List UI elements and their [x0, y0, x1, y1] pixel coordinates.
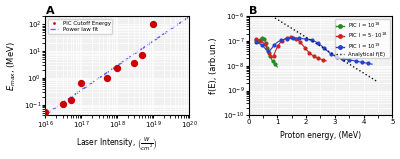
Point [103, 77, 110, 79]
Legend: PIC Cutoff Energy, Power law fit: PIC Cutoff Energy, Power law fit [48, 19, 112, 34]
Text: A: A [46, 6, 54, 16]
Point [42, 110, 49, 113]
Point [114, 67, 120, 69]
Point [139, 54, 146, 57]
X-axis label: Laser Intensity, $\left(\frac{W}{cm^2}\right)$: Laser Intensity, $\left(\frac{W}{cm^2}\r… [76, 136, 158, 153]
Point [67, 98, 74, 101]
Text: B: B [248, 6, 257, 16]
Point [150, 23, 156, 26]
Point [78, 82, 85, 85]
Y-axis label: $E_{max}$, (MeV): $E_{max}$, (MeV) [6, 41, 18, 91]
Y-axis label: f(E), (arb.un.): f(E), (arb.un.) [209, 38, 218, 94]
Point [131, 62, 138, 65]
Point [60, 102, 66, 105]
X-axis label: Proton energy, (MeV): Proton energy, (MeV) [280, 131, 361, 140]
Legend: PIC I = $10^{18}$, PIC I = $5\cdot10^{18}$, PIC I = $10^{19}$, Analytical f(E): PIC I = $10^{18}$, PIC I = $5\cdot10^{18… [335, 19, 390, 58]
